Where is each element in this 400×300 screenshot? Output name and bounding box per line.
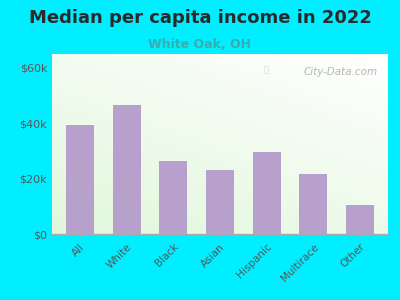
Text: White Oak, OH: White Oak, OH — [148, 38, 252, 50]
Bar — [159, 160, 187, 234]
Bar — [299, 175, 327, 234]
Text: City-Data.com: City-Data.com — [304, 67, 378, 76]
Bar — [206, 170, 234, 234]
Bar — [253, 152, 281, 234]
Text: Median per capita income in 2022: Median per capita income in 2022 — [28, 9, 372, 27]
Bar — [113, 105, 141, 234]
Bar — [66, 124, 94, 234]
Bar — [346, 205, 374, 234]
Text: 🔍: 🔍 — [264, 66, 269, 75]
